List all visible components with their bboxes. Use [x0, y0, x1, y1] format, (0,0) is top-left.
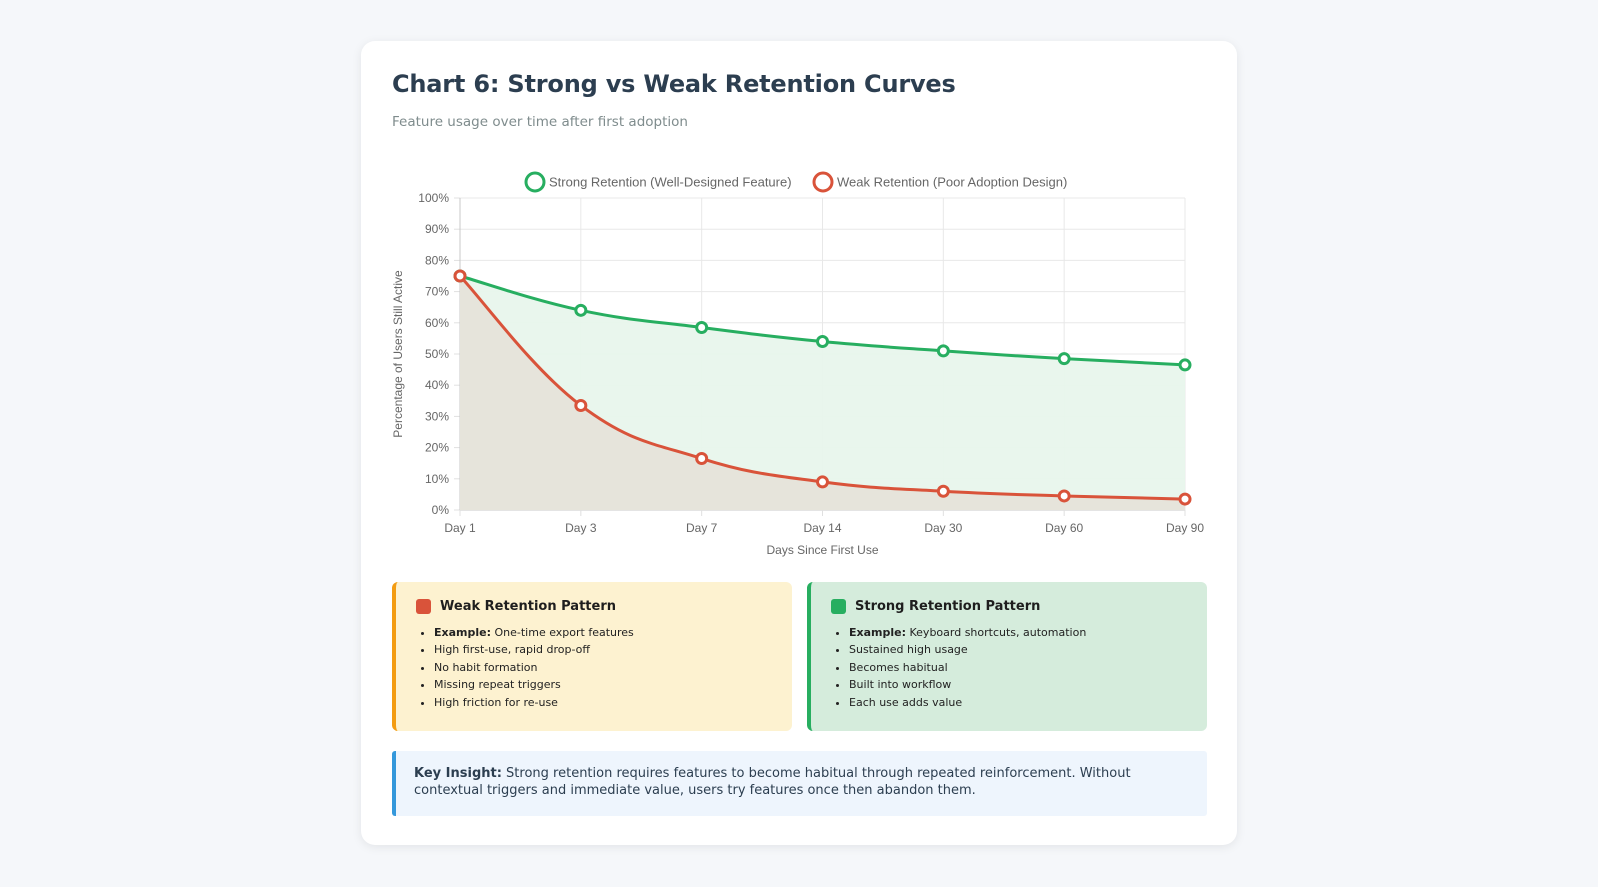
legend-marker-weak [812, 171, 834, 193]
strong-swatch-icon [831, 598, 846, 614]
weak-swatch-icon [416, 598, 431, 614]
y-tick-label: 20% [425, 441, 449, 455]
data-point-strong [574, 303, 588, 317]
y-tick-label: 50% [425, 347, 449, 361]
list-item: High first-use, rapid drop-off [434, 641, 776, 658]
x-tick-label: Day 60 [1045, 521, 1083, 535]
chart-card: Chart 6: Strong vs Weak Retention Curves… [361, 41, 1237, 845]
data-point-strong [1057, 352, 1071, 366]
x-tick-label: Day 7 [686, 521, 718, 535]
insight-label: Key Insight: [414, 766, 502, 781]
x-tick-label: Day 90 [1166, 521, 1204, 535]
y-tick-label: 10% [425, 472, 449, 486]
data-point-weak [453, 269, 467, 283]
data-point-weak [816, 475, 829, 489]
data-point-weak [1178, 492, 1192, 506]
retention-chart: 0% 10% 20% 30% 40% 50% 60% 70% 80% 90% 100% Day 1 Da… [391, 171, 1204, 557]
strong-list: Example: Keyboard shortcuts, automation … [831, 624, 1191, 711]
y-tick-label: 60% [425, 316, 449, 330]
y-tick-label: 100% [418, 191, 449, 205]
legend-label-weak: Weak Retention (Poor Adoption Design) [837, 175, 1067, 190]
strong-pattern-panel: Strong Retention Pattern Example: Keyboa… [807, 582, 1207, 731]
x-axis-label: Days Since First Use [766, 543, 878, 557]
data-point-strong [695, 320, 709, 334]
list-item: Example: One-time export features [434, 624, 776, 641]
y-tick-label: 0% [432, 503, 450, 517]
weak-panel-title: Weak Retention Pattern [440, 598, 616, 614]
page-title: Chart 6: Strong vs Weak Retention Curves [392, 70, 956, 98]
data-point-weak [1057, 489, 1071, 503]
list-item: Each use adds value [849, 694, 1191, 711]
page-subtitle: Feature usage over time after first adop… [392, 114, 688, 130]
example-text: One-time export features [491, 626, 634, 639]
example-text: Keyboard shortcuts, automation [906, 626, 1087, 639]
legend-label-strong: Strong Retention (Well-Designed Feature) [549, 175, 792, 190]
data-point-weak [936, 484, 950, 498]
y-axis-label: Percentage of Users Still Active [391, 270, 405, 438]
data-point-strong [936, 344, 950, 358]
y-tick-label: 70% [425, 285, 449, 299]
data-point-weak [574, 398, 588, 412]
list-item: Example: Keyboard shortcuts, automation [849, 624, 1191, 641]
x-tick-label: Day 1 [444, 521, 476, 535]
data-point-strong [816, 335, 829, 349]
x-tick-label: Day 14 [803, 521, 841, 535]
weak-list: Example: One-time export features High f… [416, 624, 776, 711]
y-tick-label: 80% [425, 253, 449, 267]
list-item: Sustained high usage [849, 641, 1191, 658]
key-insight: Key Insight: Strong retention requires f… [392, 751, 1207, 816]
y-tick-label: 90% [425, 222, 449, 236]
example-label: Example: [434, 626, 491, 639]
x-tick-label: Day 3 [565, 521, 597, 535]
list-item: No habit formation [434, 659, 776, 676]
series-area-weak [460, 276, 1185, 510]
list-item: Missing repeat triggers [434, 676, 776, 693]
data-point-strong [1178, 358, 1192, 372]
data-point-weak [695, 452, 709, 466]
y-tick-label: 30% [425, 409, 449, 423]
legend-marker-strong [524, 171, 546, 193]
y-tick-label: 40% [425, 378, 449, 392]
weak-pattern-panel: Weak Retention Pattern Example: One-time… [392, 582, 792, 731]
pattern-panels: Weak Retention Pattern Example: One-time… [392, 582, 1207, 731]
list-item: Becomes habitual [849, 659, 1191, 676]
list-item: Built into workflow [849, 676, 1191, 693]
list-item: High friction for re-use [434, 694, 776, 711]
insight-text: Strong retention requires features to be… [414, 766, 1131, 798]
strong-panel-title: Strong Retention Pattern [855, 598, 1041, 614]
x-tick-label: Day 30 [924, 521, 962, 535]
example-label: Example: [849, 626, 906, 639]
